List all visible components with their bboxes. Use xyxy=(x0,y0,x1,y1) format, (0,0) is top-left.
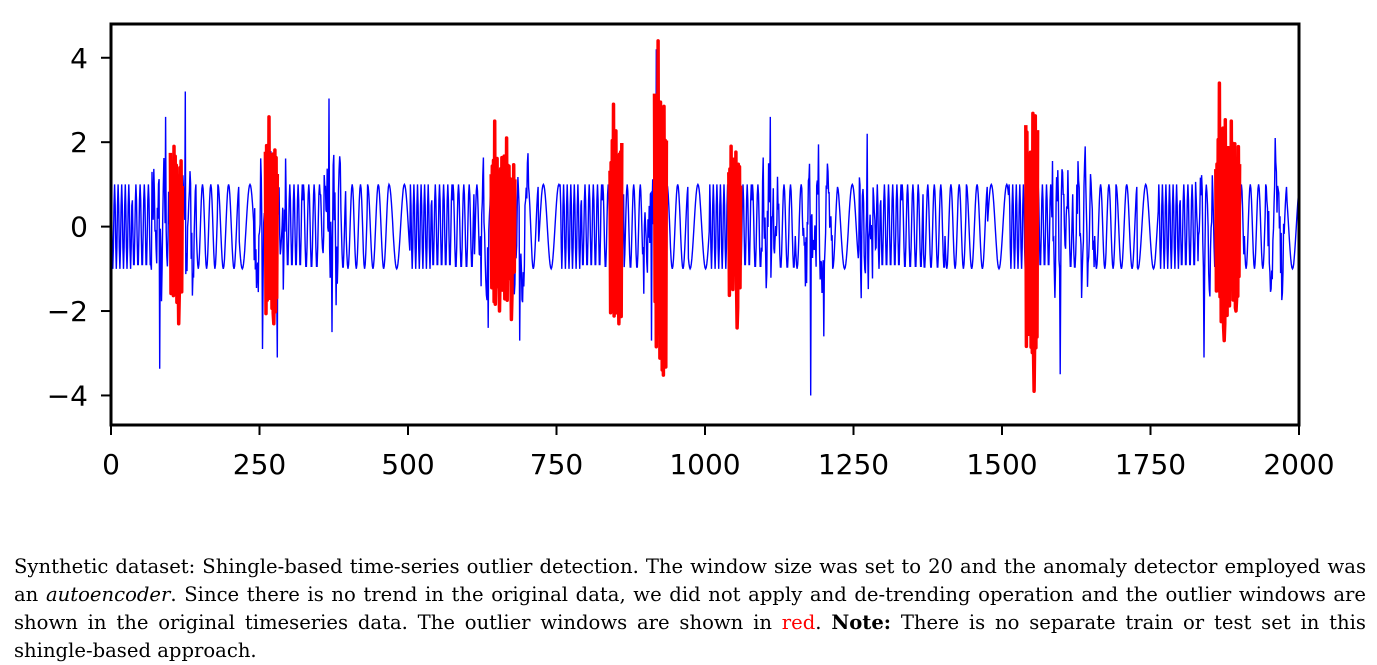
y-tick-label: 2 xyxy=(70,126,88,159)
x-tick-label: 1500 xyxy=(966,448,1037,481)
outlier-window-4 xyxy=(608,102,624,326)
y-tick-label: −4 xyxy=(47,379,88,412)
caption-note-label: Note: xyxy=(831,611,892,634)
x-tick-label: 500 xyxy=(381,448,434,481)
x-tick-label: 1750 xyxy=(1115,448,1186,481)
outlier-window-6 xyxy=(727,144,743,330)
caption-text-1: Synthetic dataset: Shingle-based time-se… xyxy=(14,555,1366,606)
caption-italic: autoencoder xyxy=(45,583,171,606)
y-tick-label: −2 xyxy=(47,295,88,328)
outlier-window-3 xyxy=(501,136,517,322)
x-tick-label: 250 xyxy=(233,448,286,481)
x-tick-label: 1000 xyxy=(669,448,740,481)
outlier-window-8 xyxy=(1214,81,1230,343)
x-tick-label: 1250 xyxy=(818,448,889,481)
outlier-window-9 xyxy=(1225,119,1242,313)
outlier-window-2 xyxy=(489,119,505,313)
caption-text-4: There is no separate train or test set i… xyxy=(14,611,1366,662)
caption-text-3: . xyxy=(815,611,832,634)
figure-caption: Synthetic dataset: Shingle-based time-se… xyxy=(14,553,1366,665)
blue-series xyxy=(111,49,1299,396)
chart: 0 250 500 750 1000 1250 1500 1750 2000 4 2 0 −2 −4 xyxy=(47,22,1335,481)
blue-series-line xyxy=(111,49,1299,396)
x-tick-label: 750 xyxy=(530,448,583,481)
caption-red-word: red xyxy=(781,611,816,634)
y-axis: 4 2 0 −2 −4 xyxy=(47,42,111,412)
x-tick-label: 2000 xyxy=(1263,448,1334,481)
x-tick-label: 0 xyxy=(102,448,120,481)
caption-text-2: . Since there is no trend in the origina… xyxy=(14,583,1367,634)
y-tick-label: 4 xyxy=(70,42,88,75)
outlier-window-7 xyxy=(1024,111,1040,393)
red-outlier-series xyxy=(168,39,1242,393)
outlier-window-0 xyxy=(168,144,185,326)
plot-area xyxy=(111,39,1299,396)
outlier-window-5 xyxy=(652,39,669,377)
y-tick-label: 0 xyxy=(70,211,88,244)
outlier-window-1 xyxy=(263,115,280,326)
x-axis: 0 250 500 750 1000 1250 1500 1750 2000 xyxy=(102,425,1335,481)
